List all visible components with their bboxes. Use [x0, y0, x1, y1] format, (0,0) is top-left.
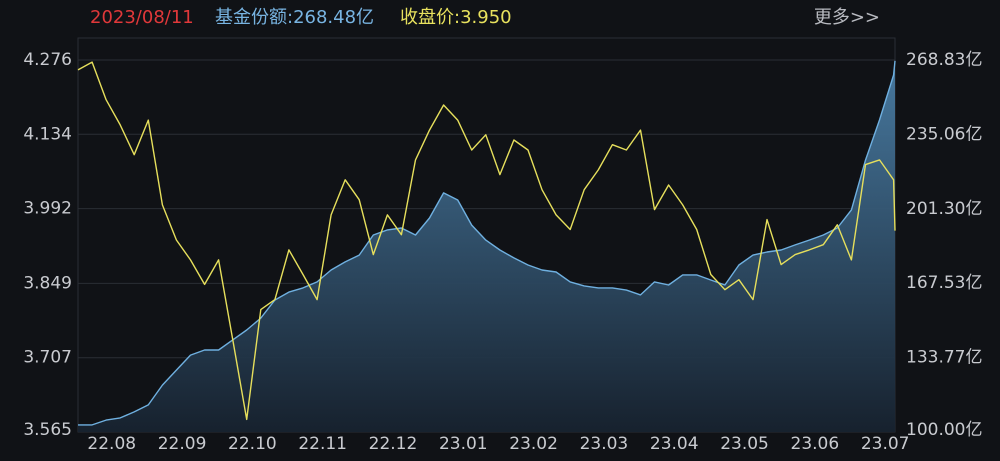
y2-tick-label: 100.00亿 [906, 420, 982, 440]
y-tick-label: 3.707 [23, 348, 72, 368]
header-close: 收盘价:3.950 [400, 7, 512, 28]
more-link[interactable]: 更多>> [814, 7, 880, 28]
price-line [77, 61, 896, 421]
y-tick-label: 3.849 [23, 273, 72, 293]
y-tick-label: 4.134 [23, 124, 72, 144]
y2-tick-label: 201.30亿 [906, 199, 982, 219]
y2-tick-label: 268.83亿 [906, 50, 982, 70]
header-date: 2023/08/11 [90, 7, 194, 28]
y-tick-label: 3.565 [23, 420, 72, 440]
x-tick-label: 22.08 [87, 434, 136, 454]
x-tick-label: 23.02 [509, 434, 558, 454]
x-tick-label: 23.04 [650, 434, 699, 454]
x-tick-label: 22.12 [369, 434, 418, 454]
y2-tick-label: 167.53亿 [906, 273, 982, 293]
x-tick-label: 23.05 [720, 434, 769, 454]
area-fill [78, 60, 895, 433]
y2-tick-label: 235.06亿 [906, 124, 982, 144]
y-tick-label: 4.276 [23, 50, 72, 70]
x-tick-label: 23.06 [791, 434, 840, 454]
x-tick-label: 22.10 [228, 434, 277, 454]
x-tick-label: 22.09 [158, 434, 207, 454]
header-fund-share: 基金份额:268.48亿 [215, 7, 374, 28]
x-tick-label: 23.01 [439, 434, 488, 454]
x-tick-label: 22.11 [298, 434, 347, 454]
y2-tick-label: 133.77亿 [906, 348, 982, 368]
x-tick-label: 23.03 [580, 434, 629, 454]
x-tick-label: 23.07 [861, 434, 910, 454]
area-line [78, 60, 896, 426]
y-tick-label: 3.992 [23, 199, 72, 219]
